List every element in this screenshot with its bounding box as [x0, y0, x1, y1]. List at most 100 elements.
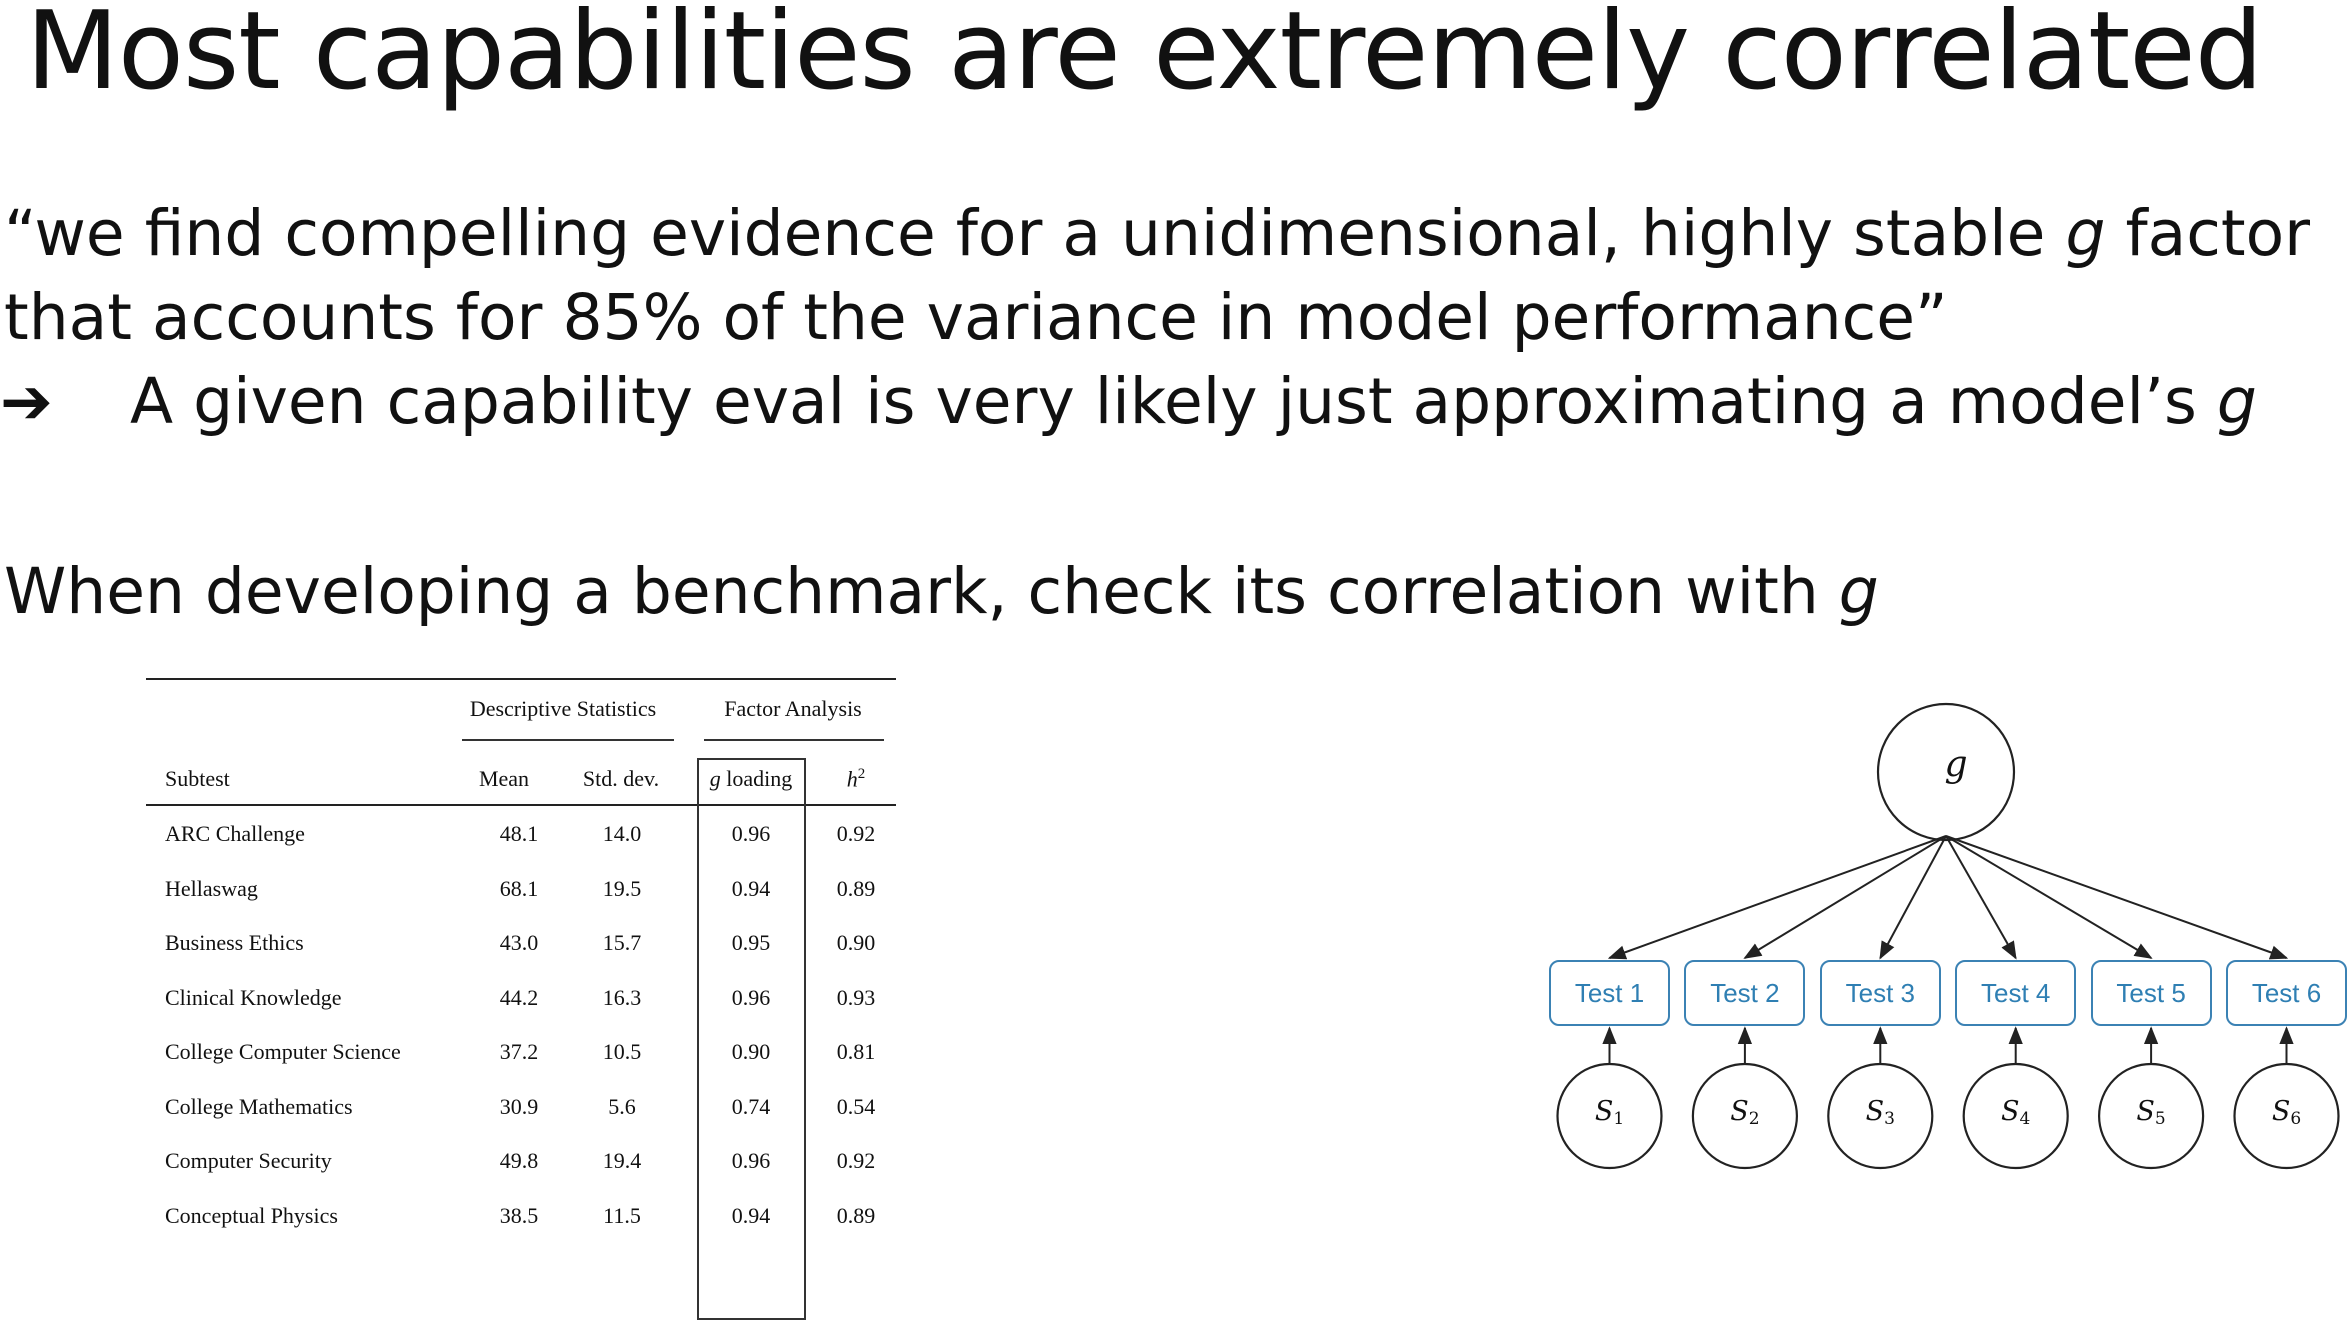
cell-h2: 0.54: [836, 1093, 876, 1119]
cell-subtest: Business Ethics: [165, 930, 304, 955]
table-row: Conceptual Physics 38.5 11.5 0.94 0.89: [146, 1203, 896, 1257]
quote-g: g: [2065, 197, 2106, 270]
slide-title: Most capabilities are extremely correlat…: [25, 0, 2264, 114]
cell-sd: 5.6: [608, 1093, 636, 1119]
cell-h2: 0.81: [836, 1039, 876, 1064]
g-to-test-arrow: [1879, 835, 1947, 960]
cell-h2: 0.89: [836, 875, 876, 901]
header-sd: Std. dev.: [582, 766, 660, 791]
cell-g-loading: 0.94: [731, 1202, 771, 1228]
cell-subtest: Computer Security: [165, 1148, 332, 1173]
cell-mean: 37.2: [499, 1039, 539, 1064]
group-factor-rule: [704, 739, 884, 741]
table-row: ARC Challenge 48.1 14.0 0.96 0.92: [146, 821, 896, 875]
g-node-circle: [1876, 702, 2016, 842]
cell-mean: 48.1: [499, 821, 539, 846]
g-to-test-arrow: [1945, 835, 2153, 959]
specific-factor-index: 2: [1748, 1109, 1760, 1129]
cell-sd: 15.7: [602, 930, 642, 955]
specific-factor-index: 6: [2290, 1109, 2302, 1129]
header-g: g: [709, 766, 721, 791]
specific-factor-label: S3: [1850, 1096, 1910, 1129]
specific-factor-label: S2: [1715, 1096, 1775, 1129]
check-g: g: [1838, 555, 1879, 628]
test-box: Test 5: [2090, 960, 2212, 1026]
cell-mean: 43.0: [499, 930, 539, 955]
test-box: Test 1: [1549, 960, 1670, 1026]
implication-text: A given capability eval is very likely j…: [130, 365, 2217, 438]
test-box: Test 6: [2226, 960, 2347, 1026]
header-h-sup: 2: [857, 766, 866, 782]
specific-factor-base: S: [1730, 1096, 1749, 1127]
cell-g-loading: 0.95: [731, 930, 771, 955]
quote: “we find compelling evidence for a unidi…: [4, 192, 2344, 360]
implication: ➔ A given capability eval is very likely …: [0, 360, 2340, 444]
cell-g-loading: 0.96: [731, 821, 771, 846]
test-box: Test 2: [1684, 960, 1806, 1026]
specific-factor-label: S5: [2121, 1096, 2181, 1129]
cell-sd: 10.5: [602, 1039, 642, 1064]
specific-factor-label: S1: [1580, 1096, 1640, 1129]
table-row: College Computer Science 37.2 10.5 0.90 0.81: [146, 1039, 896, 1093]
cell-h2: 0.90: [836, 930, 876, 955]
cell-g-loading: 0.96: [731, 984, 771, 1010]
quote-line-1-pre: “we find compelling evidence for a unidi…: [4, 197, 2066, 270]
specific-factor-index: 3: [1884, 1109, 1895, 1129]
header-loading: loading: [720, 766, 793, 791]
cell-mean: 68.1: [499, 875, 539, 901]
quote-line-2: that accounts for 85% of the variance in…: [4, 281, 1948, 354]
header-mean: Mean: [478, 766, 530, 791]
cell-h2: 0.92: [836, 1148, 876, 1173]
table-row: College Mathematics 30.9 5.6 0.74 0.54: [146, 1094, 896, 1148]
cell-mean: 30.9: [499, 1093, 539, 1119]
cell-g-loading: 0.94: [731, 875, 771, 901]
specific-factor-label: S4: [1986, 1096, 2046, 1129]
cell-g-loading: 0.96: [731, 1148, 771, 1173]
g-to-test-arrow: [1743, 835, 1947, 959]
specific-factor-label: S6: [2257, 1096, 2317, 1129]
cell-subtest: ARC Challenge: [165, 821, 305, 846]
specific-factor-base: S: [1594, 1096, 1614, 1127]
cell-subtest: Clinical Knowledge: [165, 984, 342, 1010]
cell-sd: 19.4: [602, 1148, 642, 1173]
cell-g-loading: 0.74: [731, 1093, 771, 1119]
g-to-test-arrow: [1945, 835, 2017, 960]
cell-g-loading: 0.90: [731, 1039, 771, 1064]
g-node-label: g: [1944, 744, 1968, 785]
cell-h2: 0.92: [836, 821, 876, 846]
diagram-graphics: [1556, 702, 2340, 1170]
specific-factor-index: 5: [2154, 1109, 2166, 1129]
cell-subtest: Conceptual Physics: [165, 1202, 338, 1228]
table-header-rule: [146, 804, 896, 806]
cell-sd: 11.5: [603, 1202, 641, 1228]
check-statement: When developing a benchmark, check its c…: [4, 550, 2344, 634]
cell-subtest: Hellaswag: [165, 875, 258, 901]
specific-factor-index: 4: [2019, 1109, 2031, 1129]
table-row: Clinical Knowledge 44.2 16.3 0.96 0.93: [146, 985, 896, 1039]
cell-h2: 0.89: [836, 1202, 876, 1228]
table-row: Computer Security 49.8 19.4 0.96 0.92: [146, 1148, 896, 1202]
specific-factor-index: 1: [1613, 1109, 1625, 1129]
header-h: h: [846, 766, 858, 792]
header-h2: h2: [826, 766, 886, 792]
arrow-right-icon: ➔: [0, 365, 53, 438]
group-factor: Factor Analysis: [724, 696, 862, 721]
header-g-loading: g loading: [701, 766, 801, 792]
specific-factor-base: S: [1865, 1096, 1885, 1127]
specific-factor-base: S: [2271, 1096, 2291, 1127]
quote-line-1-post: factor: [2105, 197, 2311, 270]
specific-factor-base: S: [2001, 1096, 2020, 1127]
cell-h2: 0.93: [836, 984, 876, 1010]
header-subtest: Subtest: [165, 766, 230, 791]
implication-g: g: [2216, 365, 2257, 438]
cell-mean: 38.5: [499, 1202, 539, 1228]
test-box: Test 4: [1955, 960, 2077, 1026]
group-descriptive: Descriptive Statistics: [469, 696, 657, 721]
cell-subtest: College Mathematics: [165, 1093, 353, 1119]
g-to-test-arrow: [1945, 835, 2289, 960]
table-row: Business Ethics 43.0 15.7 0.95 0.90: [146, 930, 896, 984]
cell-mean: 44.2: [499, 984, 539, 1010]
cell-mean: 49.8: [499, 1148, 539, 1173]
table-row: Hellaswag 68.1 19.5 0.94 0.89: [146, 876, 896, 930]
test-box: Test 3: [1819, 960, 1941, 1026]
